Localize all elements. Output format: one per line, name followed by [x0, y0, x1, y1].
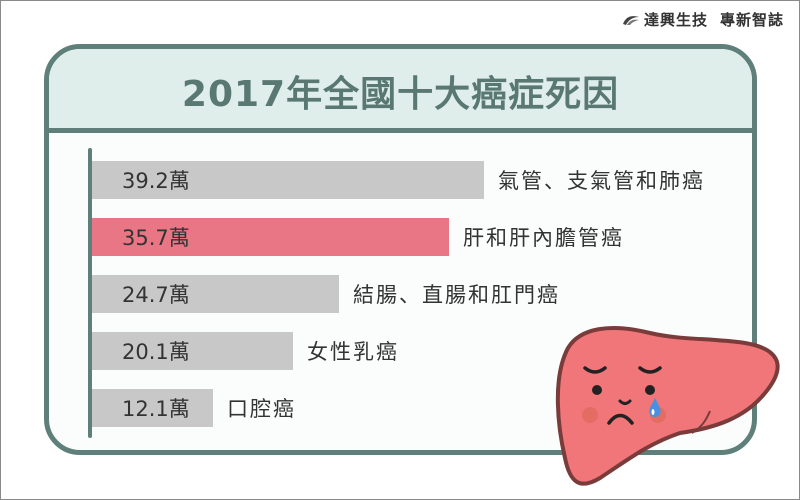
bar-lung: 39.2萬 — [92, 161, 484, 199]
bar-category-label: 女性乳癌 — [307, 340, 399, 364]
bar-category-label: 口腔癌 — [227, 397, 296, 421]
bar-row-oral: 12.1萬 口腔癌 — [92, 389, 296, 427]
bar-breast: 20.1萬 — [92, 332, 293, 370]
bar-value-label: 12.1萬 — [122, 397, 190, 421]
bar-value-label: 39.2萬 — [122, 169, 190, 193]
bar-category-label: 肝和肝內膽管癌 — [463, 226, 624, 250]
brand-subtitle: 專新智誌 — [719, 11, 784, 29]
y-axis-line — [88, 148, 92, 438]
chart-header: 2017年全國十大癌症死因 — [49, 49, 752, 133]
bar-liver: 35.7萬 — [92, 218, 449, 256]
chart-title: 2017年全國十大癌症死因 — [181, 73, 620, 115]
swoosh-logo-icon — [622, 15, 639, 25]
bar-row-liver: 35.7萬 肝和肝內膽管癌 — [92, 218, 624, 256]
bar-category-label: 氣管、支氣管和肺癌 — [498, 169, 705, 193]
brand-header: 達興生技 專新智誌 — [622, 9, 784, 30]
bar-row-colorectal: 24.7萬 結腸、直腸和肛門癌 — [92, 275, 560, 313]
brand-name: 達興生技 — [643, 11, 708, 29]
sad-liver-icon — [555, 326, 780, 486]
bar-category-label: 結腸、直腸和肛門癌 — [353, 283, 560, 307]
bar-oral: 12.1萬 — [92, 389, 213, 427]
bar-colorectal: 24.7萬 — [92, 275, 339, 313]
bar-value-label: 35.7萬 — [122, 226, 190, 250]
bar-value-label: 24.7萬 — [122, 283, 190, 307]
bar-value-label: 20.1萬 — [122, 340, 190, 364]
bar-row-breast: 20.1萬 女性乳癌 — [92, 332, 399, 370]
bar-row-lung: 39.2萬 氣管、支氣管和肺癌 — [92, 161, 705, 199]
